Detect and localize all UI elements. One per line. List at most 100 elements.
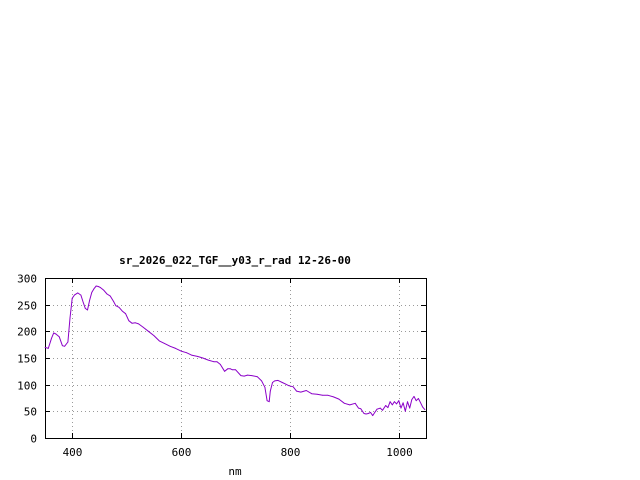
data-point [131,322,133,324]
data-point [87,309,88,311]
data-point [285,383,286,385]
data-point [365,413,367,415]
data-point [213,361,215,363]
data-point [292,386,294,388]
x-tick-label: 400 [63,446,83,459]
y-tick-label: 300 [17,273,37,286]
data-point [118,306,120,308]
data-point [121,310,123,312]
data-point [240,375,242,376]
data-point [77,292,79,294]
data-point [415,400,417,402]
data-point [387,407,389,408]
data-point [47,348,49,349]
data-point [274,380,276,382]
grid-lines [45,278,426,438]
data-point [135,322,136,324]
y-tick-label: 150 [17,353,37,366]
data-point [409,407,411,409]
data-point [175,348,177,349]
x-tick-label: 800 [281,446,301,459]
data-point [305,390,307,391]
y-tick-label: 200 [17,326,37,339]
data-point [385,405,387,406]
data-point [247,374,248,376]
data-point [398,400,400,402]
data-point [327,394,329,396]
data-point [281,382,283,383]
data-point [64,345,65,347]
data-point [142,326,144,328]
data-point [311,393,313,395]
data-point [338,398,340,400]
data-point [300,391,302,393]
data-point [407,401,408,403]
data-point [97,286,99,287]
data-point [235,369,236,371]
plot-frame [45,278,427,439]
y-axis-tick-labels: 0 50 100 150 200 250 300 [17,273,37,446]
data-point [100,287,101,288]
data-point [158,340,160,342]
data-point [376,408,378,410]
data-point [288,385,290,387]
data-point [266,400,268,402]
data-point [62,345,63,347]
data-point [400,407,402,409]
data-point [44,346,46,348]
data-point [243,375,245,377]
data-point [411,399,413,400]
data-point [51,337,52,339]
data-point [277,380,279,381]
data-point [67,341,69,343]
data-point [296,390,297,392]
data-point [391,404,393,406]
data-point [402,402,404,404]
data-point [374,412,376,413]
data-point [197,356,198,357]
data-point [202,357,204,359]
data-point [316,393,318,395]
data-point [186,352,187,354]
data-point [109,295,111,297]
data-point [180,350,182,352]
data-point [360,408,362,410]
data-point [424,409,426,411]
data-point [413,396,415,397]
data-point [268,401,270,403]
data-point [55,333,57,335]
data-point [148,330,149,332]
data-point [224,370,226,372]
data-point [113,301,114,302]
data-series [44,285,426,417]
data-point [420,402,421,404]
data-point [89,300,90,301]
data-point [396,403,397,405]
data-point [125,313,126,315]
data-point [333,396,334,398]
data-point [153,335,155,336]
data-point [370,412,371,413]
data-point [80,294,82,296]
data-point [261,380,262,382]
data-point [219,364,221,365]
data-point [404,410,406,412]
data-point [418,398,419,399]
data-point [256,376,258,378]
data-point [207,359,209,361]
axis-ticks [45,278,426,439]
data-point [95,285,97,287]
data-point [358,407,359,409]
data-point [58,336,60,338]
data-point [169,345,171,347]
data-point [382,409,383,411]
data-point [394,401,395,403]
y-tick-label: 0 [30,433,37,446]
data-point [74,294,75,296]
data-point [93,288,95,290]
data-point [53,332,55,334]
data-point [164,343,166,344]
y-tick-label: 100 [17,380,37,393]
data-point [106,293,108,295]
